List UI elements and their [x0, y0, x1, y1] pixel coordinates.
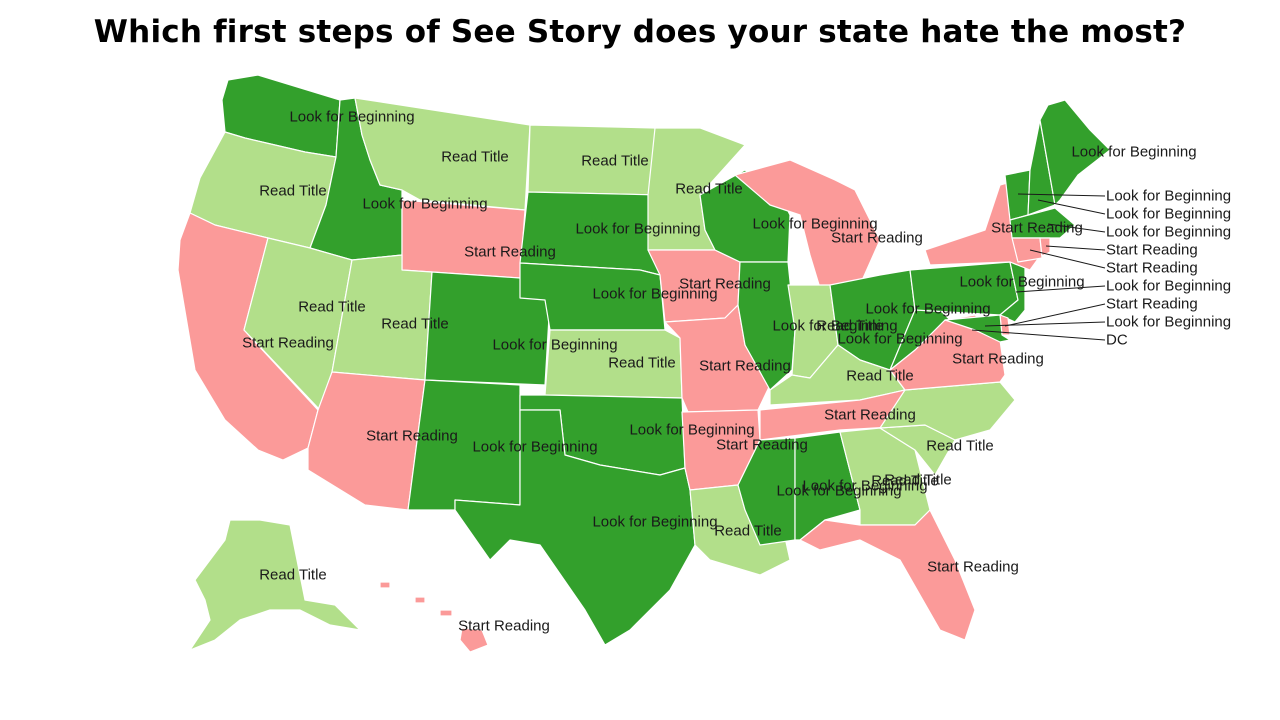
leader-line-dc	[971, 329, 1106, 341]
state-vt	[1004, 169, 1031, 221]
state-label-tx: Look for Beginning	[592, 514, 717, 531]
state-label-fl: Start Reading	[927, 559, 1019, 576]
state-label-al: Look for Beginning	[802, 478, 927, 495]
state-label-ks: Read Title	[608, 355, 676, 372]
state-label-mn: Read Title	[675, 181, 743, 198]
leader-line-md	[984, 321, 1106, 327]
leader-line-ri	[1045, 245, 1106, 251]
state-label-ms: Look for Beginning	[776, 483, 901, 500]
leader-line-nh	[1037, 199, 1106, 215]
state-label-wv: Look for Beginning	[837, 331, 962, 348]
state-label-me: Look for Beginning	[1071, 144, 1196, 161]
leader-line-ma	[1047, 223, 1106, 233]
state-label-id: Look for Beginning	[362, 196, 487, 213]
state-label-wi: Look for Beginning	[752, 216, 877, 233]
callout-label-vt: Look for Beginning	[1106, 188, 1231, 205]
state-ri	[1039, 237, 1051, 257]
state-nc	[879, 381, 1016, 441]
state-label-nv: Read Title	[298, 299, 366, 316]
state-label-ne: Look for Beginning	[592, 286, 717, 303]
state-label-il: Look for Beginning	[772, 318, 897, 335]
state-label-ny: Start Reading	[991, 220, 1083, 237]
callout-label-ma: Look for Beginning	[1106, 224, 1231, 241]
callout-label-nj: Look for Beginning	[1106, 278, 1231, 295]
callout-leader-lines	[971, 193, 1106, 341]
callout-label-ct: Start Reading	[1106, 260, 1198, 277]
state-mt	[354, 97, 531, 211]
state-label-ga: Read Title	[871, 473, 939, 490]
state-ak	[189, 519, 361, 651]
state-ky	[769, 344, 906, 406]
state-label-az: Start Reading	[366, 428, 458, 445]
leader-line-de	[1004, 303, 1106, 327]
state-label-sd: Look for Beginning	[575, 221, 700, 238]
state-label-va: Start Reading	[952, 351, 1044, 368]
state-me	[1039, 99, 1111, 206]
state-label-ar: Start Reading	[716, 437, 808, 454]
state-hi	[379, 581, 489, 653]
state-label-nd: Read Title	[581, 153, 649, 170]
state-fl	[799, 509, 976, 641]
state-label-ky: Read Title	[846, 368, 914, 385]
state-label-mi: Start Reading	[831, 230, 923, 247]
leader-line-ct	[1029, 249, 1106, 269]
map-title: Which first steps of See Story does your…	[93, 14, 1187, 50]
state-label-pa: Look for Beginning	[959, 274, 1084, 291]
state-label-wy: Start Reading	[464, 244, 556, 261]
state-label-nm: Look for Beginning	[472, 439, 597, 456]
state-shapes	[177, 74, 1111, 653]
leader-line-nj	[1015, 285, 1106, 293]
state-ct	[1011, 237, 1043, 263]
state-label-mt: Read Title	[441, 149, 509, 166]
state-label-oh: Look for Beginning	[865, 301, 990, 318]
state-co	[424, 271, 551, 386]
callout-label-nh: Look for Beginning	[1106, 206, 1231, 223]
state-label-tn: Start Reading	[824, 407, 916, 424]
state-mo	[664, 304, 771, 413]
state-label-ca: Start Reading	[242, 335, 334, 352]
leader-line-vt	[1017, 193, 1106, 197]
state-label-in: Read Title	[816, 318, 884, 335]
callout-label-de: Start Reading	[1106, 296, 1198, 313]
state-label-co: Look for Beginning	[492, 337, 617, 354]
state-label-ut: Read Title	[381, 316, 449, 333]
state-label-la: Read Title	[714, 523, 782, 540]
state-il	[737, 261, 796, 391]
callout-label-dc: DC	[1106, 332, 1128, 349]
state-label-ak: Read Title	[259, 567, 327, 584]
state-ma	[1009, 207, 1076, 239]
state-label-or: Read Title	[259, 183, 327, 200]
state-nj	[999, 261, 1026, 323]
state-label-hi: Start Reading	[458, 618, 550, 635]
state-label-wa: Look for Beginning	[289, 109, 414, 126]
state-label-ia: Start Reading	[679, 276, 771, 293]
callout-label-md: Look for Beginning	[1106, 314, 1231, 331]
state-label-nc: Read Title	[926, 438, 994, 455]
state-label-mo: Start Reading	[699, 358, 791, 375]
state-tx	[454, 409, 696, 646]
state-label-ok: Look for Beginning	[629, 422, 754, 439]
state-label-sc: Read Title	[884, 472, 952, 489]
callout-label-ri: Start Reading	[1106, 242, 1198, 259]
